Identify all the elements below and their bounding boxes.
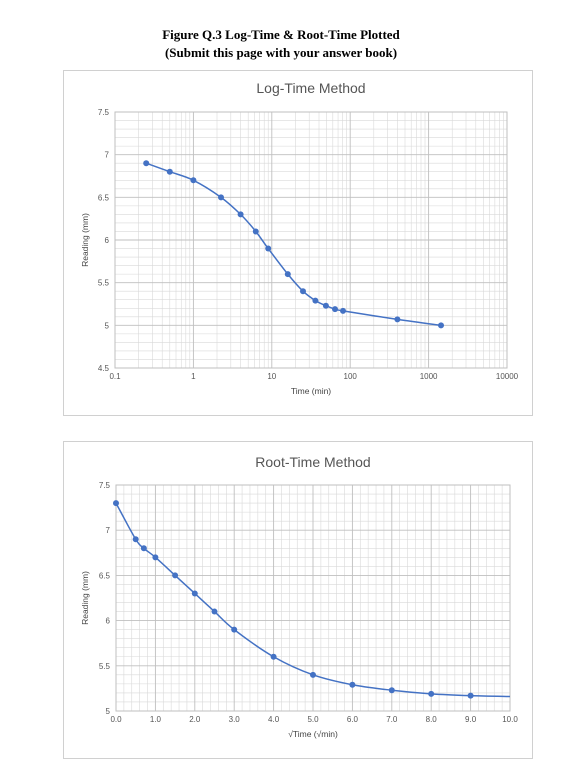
- figure-heading: Figure Q.3 Log-Time & Root-Time Plotted: [162, 27, 400, 42]
- x-tick-label: 0.0: [110, 715, 122, 724]
- x-axis-label: Time (min): [291, 386, 331, 396]
- data-point: [284, 271, 291, 278]
- data-point: [218, 194, 225, 201]
- figure-subheading: (Submit this page with your answer book): [164, 45, 398, 60]
- y-tick-label: 5: [105, 321, 110, 330]
- data-point: [143, 160, 150, 167]
- data-point: [166, 168, 173, 175]
- y-tick-label: 5: [106, 707, 111, 716]
- data-point: [191, 590, 198, 597]
- x-tick-label: 10: [267, 372, 276, 381]
- x-tick-label: 10000: [496, 372, 519, 381]
- series-line: [145, 162, 442, 327]
- x-tick-label: 9.0: [465, 715, 477, 724]
- data-point: [349, 681, 356, 688]
- data-point: [211, 608, 218, 615]
- data-point: [438, 322, 445, 329]
- chart-title: Root-Time Method: [255, 454, 370, 470]
- root-time-chart: Root-Time Method 0.0 1.0 2.0 3.0 4.0 5.0 6.0 7.0…: [80, 454, 518, 739]
- x-tick-label: 1.0: [150, 715, 162, 724]
- x-tick-label: 100: [344, 372, 358, 381]
- log-time-chart: Log-Time Method 0.1 1 10 100 1000 10000 4.5 5 5.5…: [80, 80, 519, 396]
- plot-area-border: [115, 484, 511, 712]
- data-point: [388, 687, 395, 694]
- x-tick-label: 7.0: [386, 715, 398, 724]
- x-tick-label: 3.0: [229, 715, 241, 724]
- y-tick-label: 7.5: [99, 481, 111, 490]
- plot-area-border: [114, 111, 508, 369]
- y-tick-label: 5.5: [98, 279, 110, 288]
- data-point: [113, 500, 119, 507]
- x-tick-label: 10.0: [502, 715, 518, 724]
- x-axis-label: √Time (√min): [288, 729, 338, 739]
- x-tick-label: 6.0: [347, 715, 359, 724]
- y-tick-label: 7.5: [98, 108, 110, 117]
- data-point: [190, 177, 197, 184]
- data-point: [152, 554, 159, 561]
- chart-title: Log-Time Method: [256, 80, 365, 96]
- y-tick-label: 6.5: [98, 193, 110, 202]
- x-tick-label: 0.1: [109, 372, 121, 381]
- data-point: [322, 302, 329, 309]
- x-tick-label: 8.0: [426, 715, 438, 724]
- y-tick-label: 6.5: [99, 571, 111, 580]
- data-point: [270, 653, 277, 660]
- root-time-chart-panel: Root-Time Method 0.0 1.0 2.0 3.0 4.0 5.0 6.0 7.0…: [63, 441, 533, 759]
- data-point: [428, 690, 435, 697]
- data-point: [140, 545, 147, 552]
- data-point: [340, 307, 347, 314]
- x-tick-label: 5.0: [307, 715, 319, 724]
- data-point: [332, 306, 339, 313]
- y-tick-label: 6: [106, 617, 111, 626]
- y-tick-label: 4.5: [98, 364, 110, 373]
- data-point: [172, 572, 179, 579]
- y-tick-label: 7: [105, 151, 110, 160]
- data-point: [299, 288, 306, 295]
- x-tick-label: 1: [191, 372, 196, 381]
- y-tick-label: 6: [105, 236, 110, 245]
- data-point: [394, 316, 401, 323]
- log-time-chart-panel: Log-Time Method 0.1 1 10 100 1000 10000 4.5 5 5.5…: [63, 70, 533, 416]
- data-point: [467, 692, 474, 699]
- data-point: [312, 297, 319, 304]
- y-tick-label: 7: [106, 526, 111, 535]
- data-point: [252, 228, 259, 235]
- x-tick-label: 1000: [420, 372, 438, 381]
- x-tick-label: 2.0: [189, 715, 201, 724]
- data-point: [310, 671, 316, 678]
- data-point: [231, 626, 238, 633]
- y-axis-label: Reading (mm): [80, 571, 90, 625]
- data-point: [237, 211, 244, 218]
- data-point: [265, 245, 272, 252]
- y-tick-label: 5.5: [99, 662, 111, 671]
- data-point: [132, 536, 139, 543]
- y-axis-label: Reading (mm): [80, 213, 90, 267]
- x-tick-label: 4.0: [268, 715, 280, 724]
